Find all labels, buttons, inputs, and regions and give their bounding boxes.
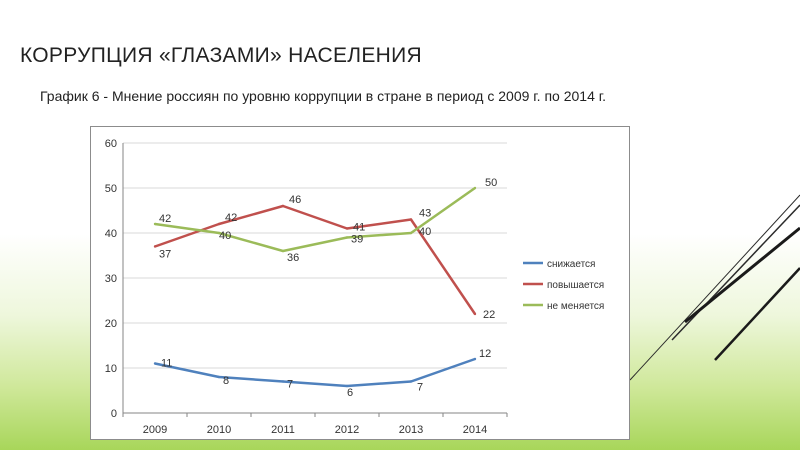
data-point — [345, 227, 349, 230]
data-label: 50 — [485, 177, 497, 189]
data-point — [409, 380, 413, 383]
x-tick-label: 2014 — [463, 424, 487, 436]
y-tick-label: 40 — [105, 228, 117, 240]
y-tick-label: 20 — [105, 318, 117, 330]
data-label: 42 — [225, 212, 237, 224]
x-tick-label: 2009 — [143, 424, 167, 436]
data-label: 22 — [483, 309, 495, 321]
slide-title: КОРРУПЦИЯ «ГЛАЗАМИ» НАСЕЛЕНИЯ — [20, 44, 422, 67]
series-line-2 — [154, 204, 477, 315]
data-label: 12 — [479, 348, 491, 360]
axes: 0 10 20 30 40 50 60 2009 2010 2011 2012 2013 2014 — [105, 138, 508, 436]
data-label: 11 — [161, 358, 172, 370]
data-labels: 11 8 7 6 7 12 37 42 46 41 43 22 42 40 36 39 40 50 — [159, 177, 497, 399]
data-point — [217, 231, 221, 235]
series-line-3 — [154, 186, 476, 253]
data-label: 36 — [287, 252, 299, 264]
data-point — [153, 245, 157, 248]
y-tick-label: 50 — [105, 183, 117, 195]
data-label: 41 — [353, 222, 365, 234]
data-point — [473, 186, 477, 190]
data-point — [281, 249, 285, 253]
data-label: 40 — [419, 226, 431, 238]
data-label: 6 — [347, 387, 353, 399]
data-point — [281, 204, 285, 208]
data-point — [217, 222, 221, 226]
x-tick-label: 2013 — [399, 424, 423, 436]
data-label: 8 — [223, 375, 229, 387]
data-label: 39 — [351, 234, 363, 246]
data-label: 7 — [417, 382, 423, 394]
data-point — [153, 362, 157, 365]
chart-caption: График 6 - Мнение россиян по уровню корр… — [40, 88, 607, 104]
y-tick-label: 0 — [111, 408, 117, 420]
data-label: 42 — [159, 213, 171, 225]
data-point — [473, 357, 477, 361]
data-point — [473, 312, 477, 316]
legend-label: снижается — [547, 259, 595, 270]
y-tick-label: 10 — [105, 363, 117, 375]
chart-frame: 0 10 20 30 40 50 60 2009 2010 2011 2012 2013 2014 11… — [90, 126, 630, 440]
line-chart: 0 10 20 30 40 50 60 2009 2010 2011 2012 2013 2014 11… — [105, 138, 605, 436]
x-tick-label: 2012 — [335, 424, 359, 436]
series-line-1 — [154, 357, 476, 388]
data-point — [153, 222, 157, 226]
legend: снижается повышается не меняется — [523, 259, 604, 312]
data-point — [409, 231, 413, 235]
data-point — [281, 380, 285, 383]
data-label: 7 — [287, 379, 293, 391]
data-point — [409, 218, 413, 221]
data-point — [345, 236, 349, 239]
data-point — [345, 384, 349, 388]
data-label: 46 — [289, 194, 301, 206]
data-label: 43 — [419, 208, 431, 220]
x-tick-label: 2011 — [271, 424, 295, 436]
data-point — [217, 375, 221, 379]
data-label: 37 — [159, 249, 171, 261]
y-tick-label: 30 — [105, 273, 117, 285]
legend-label: не меняется — [547, 301, 604, 312]
x-tick-label: 2010 — [207, 424, 231, 436]
y-tick-label: 60 — [105, 138, 117, 150]
legend-label: повышается — [547, 280, 604, 291]
series-lines — [153, 186, 477, 388]
data-label: 40 — [219, 230, 231, 242]
